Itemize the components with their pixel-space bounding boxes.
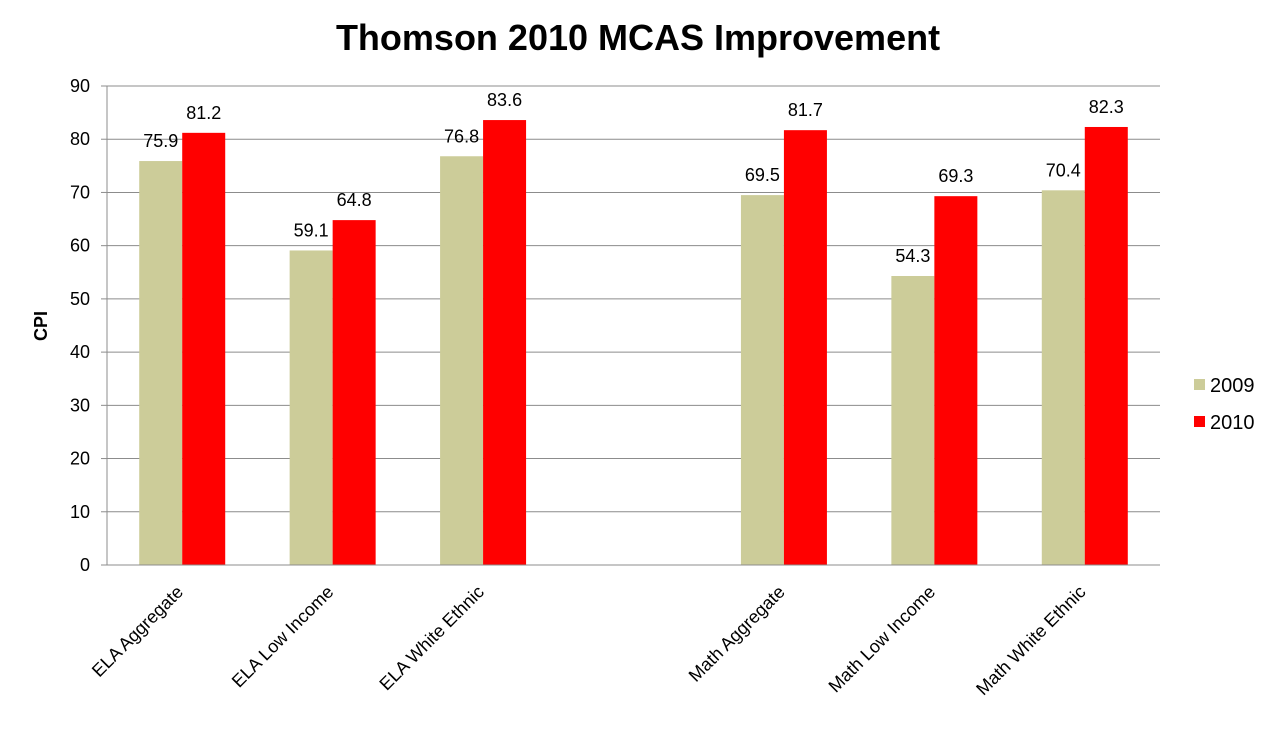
- y-tick-label: 30: [70, 395, 90, 415]
- legend-label: 2009: [1210, 375, 1255, 397]
- data-label: 70.4: [1046, 160, 1081, 180]
- x-tick-label: ELA Low Income: [228, 582, 338, 692]
- y-tick-label: 50: [70, 289, 90, 309]
- bar-2010: [332, 220, 376, 565]
- bar-2009: [740, 195, 784, 565]
- y-tick-label: 70: [70, 182, 90, 202]
- legend-label: 2010: [1210, 412, 1255, 434]
- y-tick-label: 90: [70, 76, 90, 96]
- bar-2009: [440, 156, 484, 565]
- y-axis-label: CPI: [31, 311, 51, 341]
- x-tick-label: Math Low Income: [825, 582, 940, 697]
- y-tick-label: 10: [70, 502, 90, 522]
- bar-2010: [783, 130, 827, 565]
- data-label: 64.8: [337, 190, 372, 210]
- data-label: 83.6: [487, 90, 522, 110]
- bar-2009: [1041, 190, 1085, 565]
- bar-2010: [934, 196, 978, 566]
- data-label: 82.3: [1089, 97, 1124, 117]
- bar-2009: [891, 276, 935, 565]
- data-label: 69.3: [938, 166, 973, 186]
- data-label: 69.5: [745, 165, 780, 185]
- x-tick-label: Math Aggregate: [685, 582, 789, 686]
- x-tick-label: Math White Ethnic: [972, 582, 1089, 699]
- data-label: 59.1: [294, 220, 329, 240]
- legend-swatch-2010: [1194, 416, 1205, 427]
- y-tick-label: 20: [70, 449, 90, 469]
- chart-title: Thomson 2010 MCAS Improvement: [336, 17, 940, 58]
- bar-2009: [139, 161, 183, 565]
- bar-2010: [483, 120, 527, 565]
- axes: 0 10 20 30 40 50 60 70 80 90 ELA Aggregate ELA Low …: [70, 76, 1160, 699]
- bar-2010: [182, 132, 226, 565]
- data-label: 81.2: [186, 103, 221, 123]
- grid: [107, 85, 1160, 513]
- y-tick-label: 80: [70, 129, 90, 149]
- y-tick-label: 40: [70, 342, 90, 362]
- data-label: 54.3: [895, 246, 930, 266]
- data-label: 76.8: [444, 126, 479, 146]
- legend: 2009 2010: [1194, 375, 1255, 434]
- x-tick-label: ELA Aggregate: [88, 582, 187, 681]
- y-tick-label: 60: [70, 236, 90, 256]
- bars: 75.9 81.2 59.1 64.8 76.8 83.6 69.5 81.7 54.3 69.3…: [139, 90, 1128, 566]
- legend-swatch-2009: [1194, 379, 1205, 390]
- bar-2010: [1084, 126, 1128, 565]
- data-label: 81.7: [788, 100, 823, 120]
- data-label: 75.9: [143, 131, 178, 151]
- y-tick-label: 0: [80, 555, 90, 575]
- x-tick-label: ELA White Ethnic: [375, 582, 487, 694]
- bar-2009: [289, 250, 333, 565]
